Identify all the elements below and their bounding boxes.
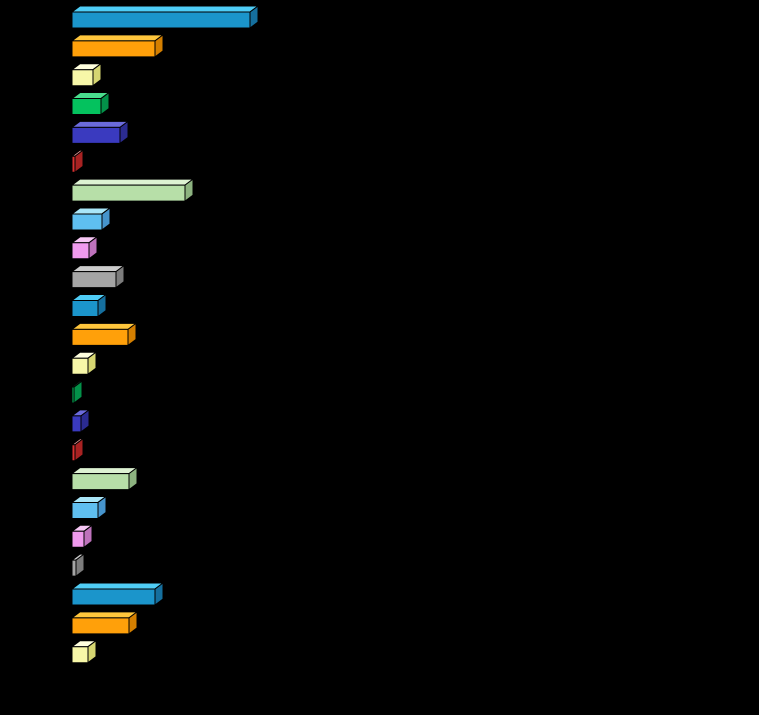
bar-front-face (71, 69, 94, 87)
bar-gray-10 (70, 264, 126, 289)
bar-orange-2 (70, 33, 165, 58)
bar-front-face (71, 444, 76, 462)
bar-red-16 (70, 437, 85, 462)
bar-front-face (71, 126, 121, 144)
bar-front-face (71, 501, 99, 519)
bar-top-face (70, 5, 260, 13)
bar-green-14 (70, 380, 84, 405)
bar-front-face (71, 328, 129, 346)
bar-front-face (71, 588, 156, 606)
bar-indigo-15 (70, 408, 91, 433)
bar-top-face (70, 265, 126, 273)
bar-violet-9 (70, 235, 99, 260)
bar-green-4 (70, 91, 111, 116)
bar-front-face (71, 242, 90, 260)
bar-front-face (71, 11, 251, 29)
bar-front-face (71, 300, 99, 317)
bar-indigo-5 (70, 120, 130, 145)
bar-blue-11 (70, 293, 108, 318)
bar-front-face (71, 646, 89, 664)
bar-blue-1 (70, 5, 260, 29)
bar-sky_blue-18 (70, 495, 108, 520)
bar-violet-19 (70, 524, 94, 549)
bar-pale_green-17 (70, 466, 139, 491)
bar-front-face (71, 530, 85, 548)
bar-pale_yellow-13 (70, 351, 98, 376)
bar-top-face (70, 120, 130, 128)
bar-top-face (70, 467, 139, 475)
bar-front-face (71, 213, 103, 231)
bar-front-face (71, 617, 130, 635)
bar-front-face (71, 271, 117, 289)
bar-front-face (71, 155, 76, 173)
bar-top-face (70, 582, 165, 590)
bar-red-6 (70, 149, 85, 174)
bar-top-face (70, 34, 165, 42)
bar-front-face (71, 40, 156, 58)
bar-top-face (70, 611, 139, 619)
bar-pale_yellow-3 (70, 62, 103, 87)
bar-orange-12 (70, 322, 138, 347)
bar-pale_yellow-23 (70, 639, 98, 664)
bar-orange-22 (70, 610, 139, 635)
bar-front-face (71, 386, 75, 404)
bar-front-face (71, 473, 130, 491)
bar-front-face (71, 415, 82, 433)
bar-front-face (71, 357, 89, 375)
bar-sky_blue-8 (70, 206, 112, 231)
bar-blue-21 (70, 582, 165, 606)
bar-top-face (70, 322, 138, 330)
bar-top-face (70, 178, 195, 186)
bar-pale_green-7 (70, 178, 195, 203)
bar-front-face (71, 98, 102, 116)
bar-gray-20 (70, 553, 86, 578)
bar-front-face (71, 559, 77, 577)
bar-front-face (71, 184, 186, 202)
